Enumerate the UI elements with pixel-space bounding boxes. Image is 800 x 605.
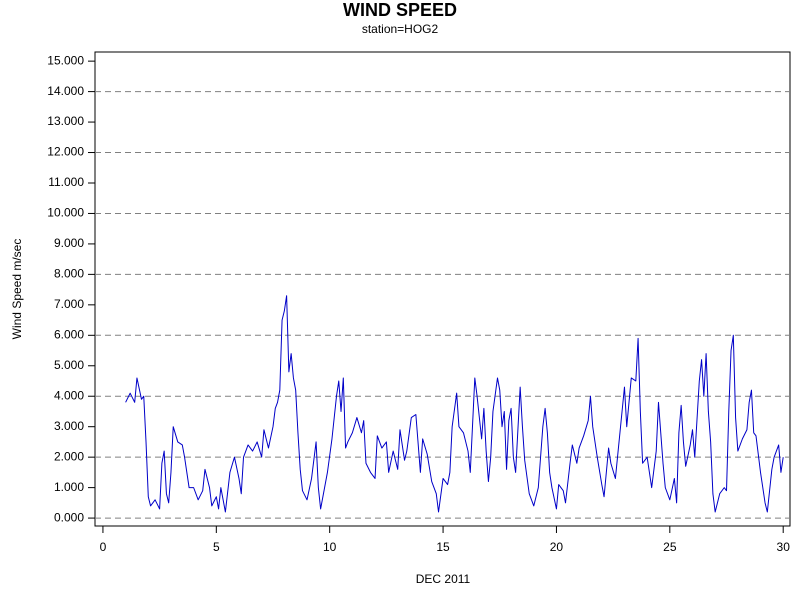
x-tick-label: 15	[436, 540, 450, 554]
y-tick-label: 0.000	[54, 510, 84, 524]
y-tick-label: 13.000	[47, 114, 84, 128]
y-tick-label: 10.000	[47, 206, 84, 220]
y-tick-label: 12.000	[47, 145, 84, 159]
y-tick-label: 1.000	[54, 480, 84, 494]
y-tick-label: 7.000	[54, 297, 84, 311]
y-tick-label: 8.000	[54, 267, 84, 281]
x-tick-label: 20	[550, 540, 564, 554]
plot-frame	[94, 51, 791, 527]
y-tick-label: 5.000	[54, 358, 84, 372]
x-tick-label: 10	[323, 540, 337, 554]
y-tick-label: 14.000	[47, 84, 84, 98]
chart-subtitle: station=HOG2	[362, 22, 439, 36]
x-tick-label: 0	[100, 540, 107, 554]
x-axis-label: DEC 2011	[416, 572, 471, 586]
x-tick-label: 5	[213, 540, 220, 554]
x-tick-label: 25	[663, 540, 677, 554]
x-tick-label: 30	[777, 540, 791, 554]
y-tick-label: 4.000	[54, 388, 84, 402]
y-tick-label: 2.000	[54, 449, 84, 463]
y-tick-label: 15.000	[47, 53, 84, 67]
y-tick-label: 9.000	[54, 236, 84, 250]
data-line	[125, 295, 784, 513]
y-axis-label: Wind Speed m/sec	[10, 239, 24, 340]
y-tick-label: 11.000	[48, 175, 84, 189]
y-tick-label: 3.000	[54, 419, 84, 433]
y-tick-label: 6.000	[54, 327, 84, 341]
chart-title: WIND SPEED	[343, 0, 457, 20]
